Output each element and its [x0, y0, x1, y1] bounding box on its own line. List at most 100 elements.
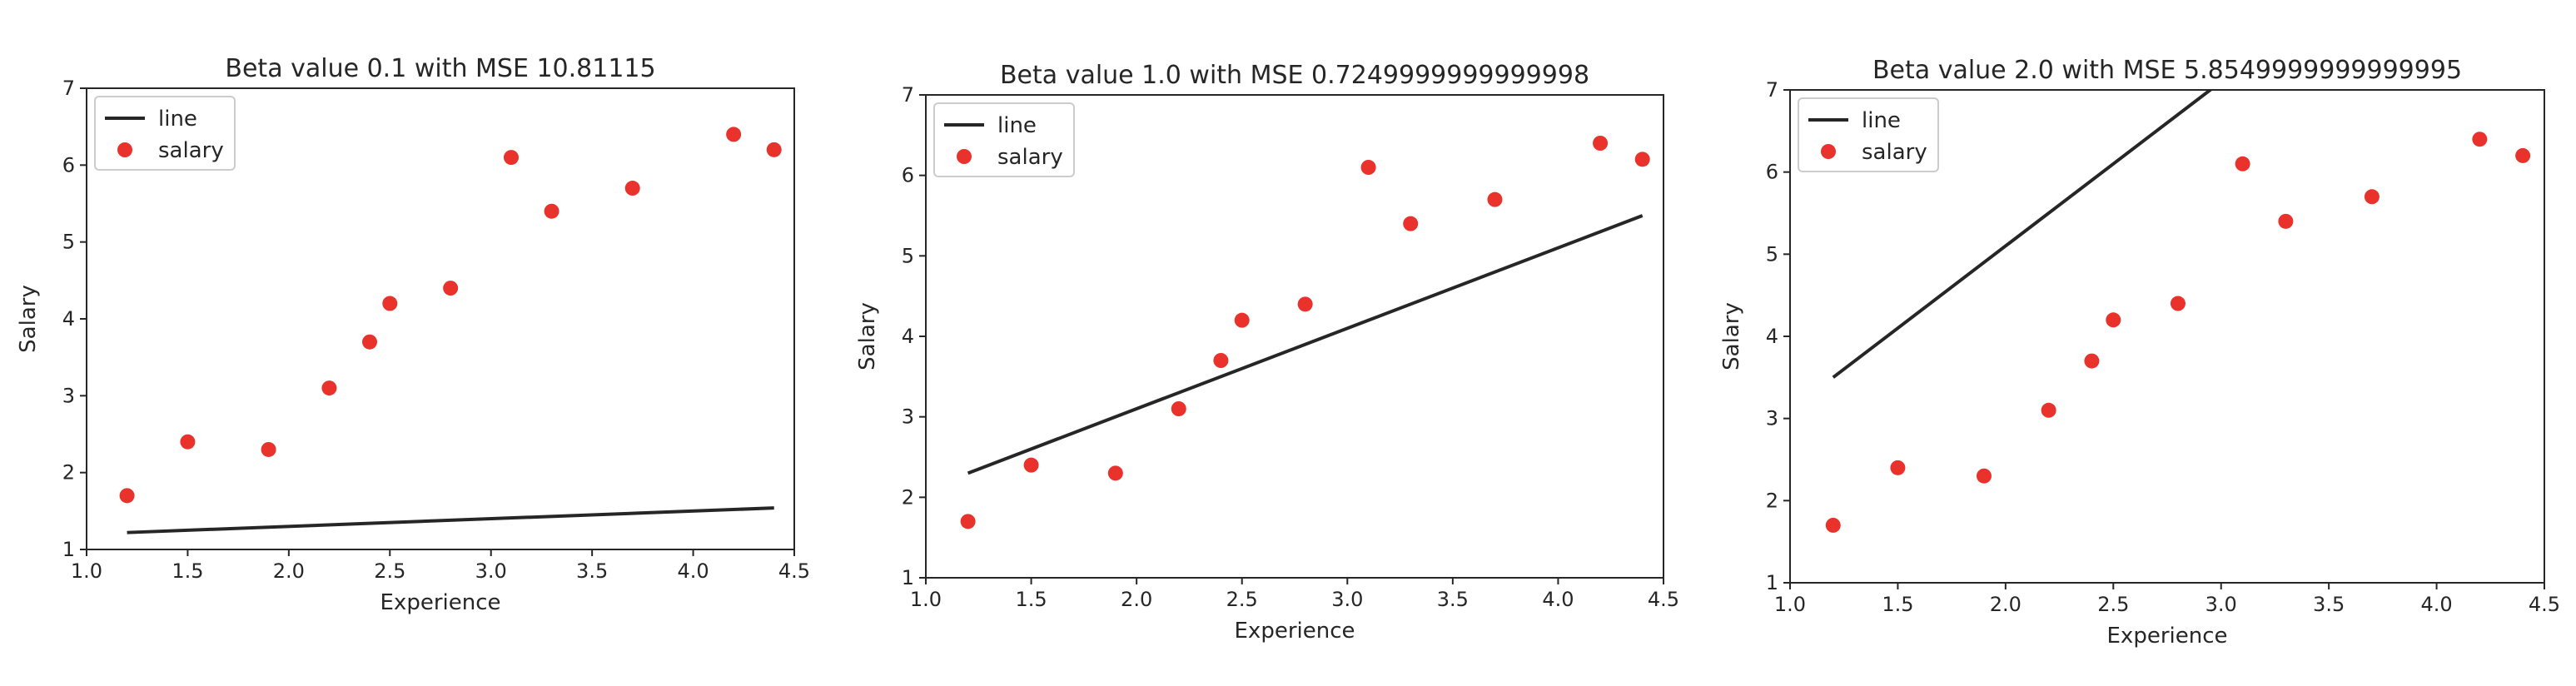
x-tick-label: 2.0: [1121, 588, 1152, 611]
data-point-salary: [2170, 296, 2186, 311]
legend-label-salary: salary: [997, 145, 1063, 170]
data-point-salary: [1213, 353, 1229, 368]
x-tick-label: 1.5: [1882, 593, 1913, 616]
chart-panel-1: Beta value 0.1 with MSE 10.81115 1.0 1.5 2.…: [16, 54, 810, 615]
data-point-salary: [1593, 136, 1609, 151]
x-tick-label: 3.0: [475, 559, 507, 583]
series-line-line: [967, 214, 1644, 475]
x-tick-label: 4.5: [778, 559, 810, 583]
data-point-salary: [1634, 152, 1650, 167]
x-axis-label: Experience: [380, 590, 501, 615]
series-line-line: [127, 506, 774, 534]
y-tick-label: 1: [902, 566, 914, 589]
y-tick-label: 5: [1766, 242, 1778, 266]
data-point-salary: [1171, 401, 1186, 416]
data-point-salary: [1297, 296, 1313, 312]
y-axis-label: Salary: [1719, 302, 1744, 370]
y-tick-label: 2: [62, 461, 75, 485]
x-tick-label: 1.5: [172, 559, 203, 583]
x-tick-label: 4.5: [2529, 593, 2560, 616]
data-point-salary: [2235, 156, 2250, 172]
data-point-salary: [544, 203, 559, 219]
data-point-salary: [443, 281, 459, 296]
data-point-salary: [1890, 460, 1906, 475]
data-point-salary: [1023, 457, 1039, 473]
legend-label-line: line: [158, 107, 197, 132]
y-tick-label: 7: [902, 83, 914, 107]
chart-title: Beta value 1.0 with MSE 0.72499999999999…: [1000, 61, 1589, 90]
x-tick-label: 4.0: [2420, 593, 2452, 616]
data-point-salary: [2472, 132, 2488, 147]
axes-frame: [86, 87, 795, 550]
legend-label-salary: salary: [158, 138, 224, 163]
legend: line salary: [94, 96, 236, 171]
data-point-salary: [382, 296, 398, 311]
chart-panel-3: Beta value 2.0 with MSE 5.85499999999999…: [1719, 56, 2560, 649]
legend-label-salary: salary: [1862, 140, 1927, 165]
y-tick-label: 3: [62, 384, 75, 407]
legend-salary-swatch: [957, 149, 972, 164]
x-tick-label: 3.0: [1331, 588, 1363, 611]
y-tick-label: 6: [1766, 161, 1778, 184]
x-tick-label: 3.5: [2313, 593, 2345, 616]
plot-area: [119, 127, 782, 534]
data-point-salary: [1487, 191, 1503, 207]
data-point-salary: [362, 334, 377, 350]
x-tick-label: 2.0: [273, 559, 305, 583]
data-point-salary: [726, 127, 742, 142]
data-point-salary: [624, 181, 640, 196]
y-tick-label: 5: [902, 244, 914, 267]
legend-salary-swatch: [1821, 144, 1836, 159]
data-point-salary: [1360, 160, 1376, 175]
axes-frame: [1789, 89, 2545, 584]
data-point-salary: [2106, 312, 2121, 328]
x-tick-label: 4.5: [1648, 588, 1679, 611]
y-tick-label: 4: [1766, 325, 1778, 348]
data-point-salary: [119, 488, 135, 504]
chart-panel-2: Beta value 1.0 with MSE 0.72499999999999…: [855, 61, 1679, 644]
chart-title: Beta value 0.1 with MSE 10.81115: [225, 54, 655, 83]
plot-area: [960, 136, 1650, 529]
legend: line salary: [1798, 97, 1939, 172]
x-tick-label: 2.0: [1990, 593, 2022, 616]
x-tick-label: 2.5: [1226, 588, 1258, 611]
x-tick-label: 3.5: [576, 559, 608, 583]
data-point-salary: [2084, 353, 2100, 369]
x-tick-label: 3.5: [1437, 588, 1469, 611]
data-point-salary: [1234, 312, 1250, 328]
y-tick-label: 7: [62, 77, 75, 100]
legend-salary-swatch: [117, 142, 132, 157]
y-axis-label: Salary: [16, 285, 41, 353]
y-tick-label: 7: [1766, 78, 1778, 102]
x-tick-label: 1.0: [910, 588, 942, 611]
x-tick-label: 1.0: [71, 559, 102, 583]
y-tick-label: 6: [902, 164, 914, 187]
x-axis-label: Experience: [2107, 624, 2228, 649]
y-tick-label: 4: [902, 325, 914, 348]
y-axis-label: Salary: [855, 302, 880, 370]
legend-label-line: line: [1862, 108, 1901, 133]
x-tick-label: 2.5: [374, 559, 405, 583]
x-tick-label: 3.0: [2206, 593, 2237, 616]
chart-title: Beta value 2.0 with MSE 5.85499999999999…: [1872, 56, 2462, 85]
x-tick-label: 1.5: [1015, 588, 1047, 611]
axes-frame: [925, 94, 1664, 579]
x-tick-label: 1.0: [1774, 593, 1806, 616]
data-point-salary: [321, 380, 337, 396]
y-tick-label: 6: [62, 153, 75, 176]
data-point-salary: [2041, 402, 2056, 418]
x-tick-label: 4.0: [677, 559, 709, 583]
legend: line salary: [933, 102, 1075, 177]
plot-area: [1825, 90, 2531, 533]
y-tick-label: 4: [62, 307, 75, 331]
data-point-salary: [1825, 517, 1841, 533]
data-point-salary: [2364, 189, 2380, 205]
legend-label-line: line: [997, 113, 1037, 138]
data-point-salary: [261, 441, 276, 457]
data-point-salary: [1107, 465, 1123, 481]
y-tick-label: 3: [902, 405, 914, 429]
y-tick-label: 2: [1766, 489, 1778, 512]
y-tick-label: 2: [902, 485, 914, 509]
y-tick-label: 1: [1766, 571, 1778, 594]
